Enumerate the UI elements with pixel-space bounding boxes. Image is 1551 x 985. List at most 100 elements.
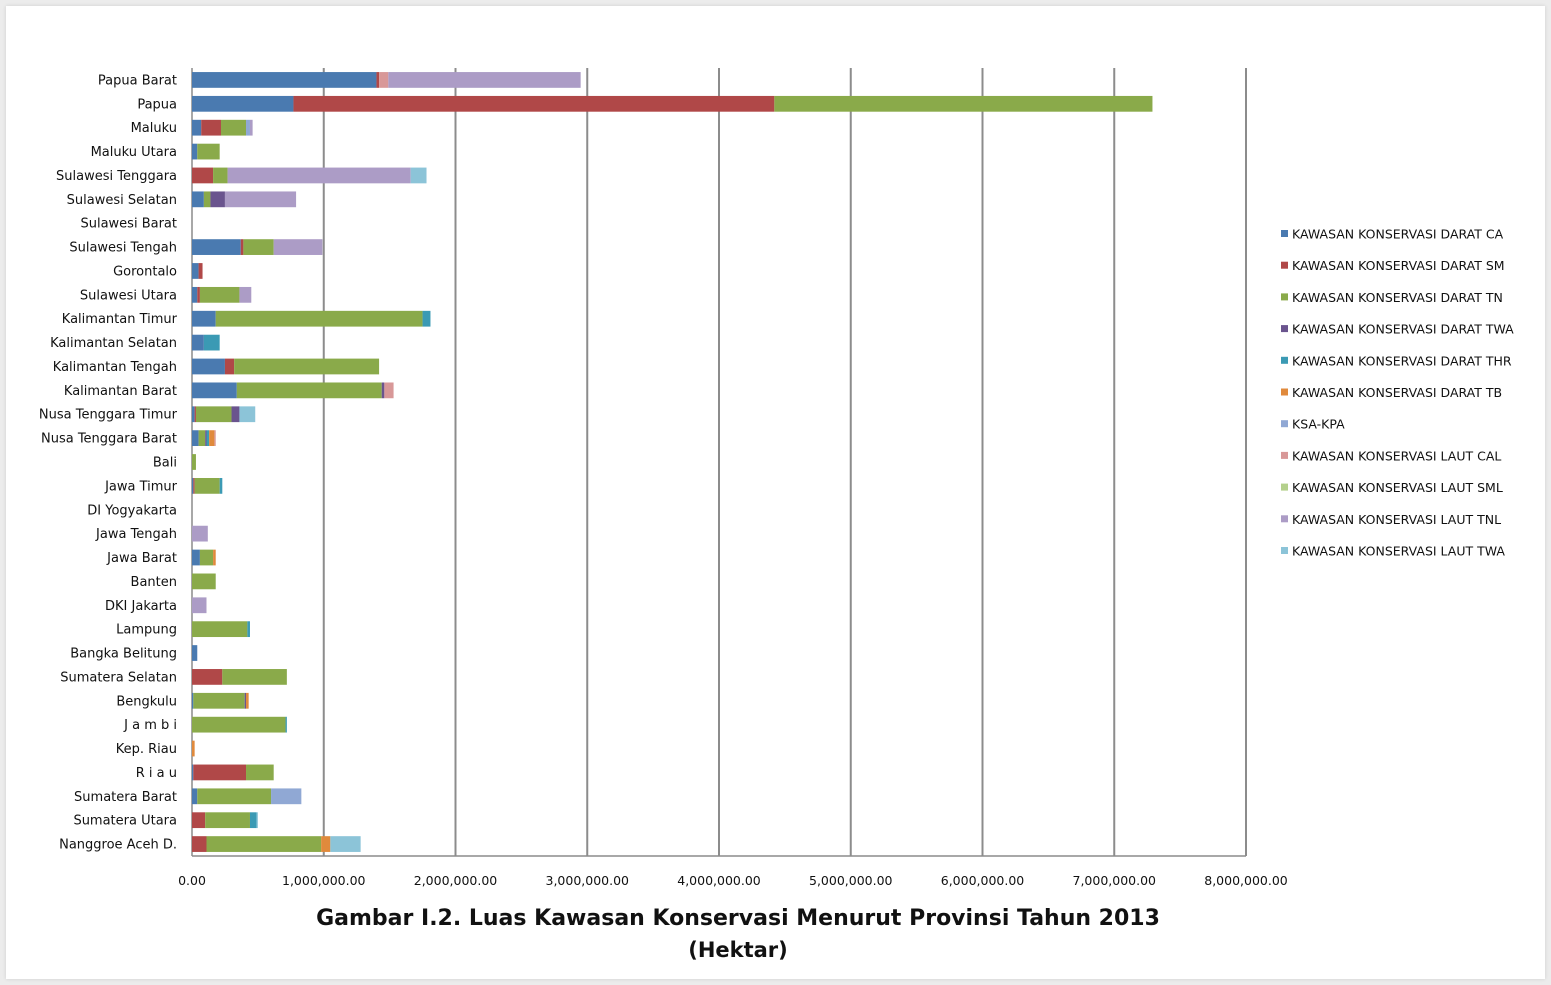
bar-segment: [249, 812, 257, 829]
category-label: Kalimantan Timur: [62, 312, 178, 327]
bar-segment: [231, 406, 240, 423]
bar-segment: [271, 788, 302, 805]
bar-segment: [243, 239, 274, 255]
bar-segment: [210, 191, 225, 208]
category-label: Nusa Tenggara Timur: [39, 408, 178, 423]
legend-label: KAWASAN KONSERVASI DARAT CA: [1292, 227, 1504, 242]
bar-segment: [214, 430, 216, 447]
legend-label: KAWASAN KONSERVASI DARAT TN: [1292, 290, 1503, 305]
x-tick-label: 0.00: [178, 873, 206, 888]
bar-segment: [192, 382, 237, 399]
bar-segment: [239, 286, 252, 303]
category-label: R i a u: [136, 766, 177, 781]
legend-label: KAWASAN KONSERVASI LAUT SML: [1292, 480, 1503, 495]
bar-segment: [206, 836, 322, 852]
bar-segment: [197, 286, 200, 303]
bar-segment: [240, 239, 244, 255]
bar-segment: [192, 286, 198, 303]
category-label: Jawa Tengah: [95, 527, 177, 542]
legend-swatch: [1281, 261, 1288, 269]
bar-segment: [192, 430, 199, 447]
legend-swatch: [1281, 515, 1288, 523]
bar-segment: [197, 143, 220, 160]
bar-segment: [234, 358, 380, 375]
legend-swatch: [1281, 388, 1288, 396]
x-tick-label: 3,000,000.00: [546, 873, 630, 888]
category-label: DKI Jakarta: [105, 599, 177, 614]
bar-segment: [236, 382, 382, 399]
legend-swatch: [1281, 451, 1288, 459]
bar-segment: [206, 430, 210, 447]
category-label: Maluku Utara: [91, 145, 177, 160]
category-label: Sumatera Utara: [73, 814, 177, 829]
category-label: DI Yogyakarta: [87, 503, 177, 518]
bar-segment: [192, 812, 206, 829]
bar-segment: [193, 477, 195, 494]
bar-segment: [192, 167, 214, 184]
bar-segment: [209, 430, 215, 447]
bar-segment: [192, 645, 198, 661]
bar-segment: [422, 310, 431, 327]
bar-segment: [213, 549, 216, 566]
bar-segment: [321, 836, 331, 852]
x-tick-label: 1,000,000.00: [282, 873, 366, 888]
bar-segment: [220, 119, 247, 136]
category-label: J a m b i: [123, 718, 177, 733]
category-label: Sulawesi Tengah: [69, 241, 177, 256]
legend-label: KSA-KPA: [1292, 417, 1345, 432]
category-label: Jawa Timur: [104, 479, 178, 494]
bar-segment: [201, 119, 221, 136]
category-label: Kep. Riau: [116, 742, 177, 757]
bar-segment: [249, 119, 253, 136]
bar-segment: [192, 669, 223, 685]
legend-swatch: [1281, 356, 1288, 364]
bar-segment: [246, 764, 274, 781]
category-label: Sulawesi Utara: [80, 288, 177, 303]
legend-swatch: [1281, 230, 1288, 237]
bar-segment: [205, 430, 207, 447]
bar-segment: [192, 310, 216, 327]
bar-segment: [205, 812, 250, 829]
category-label: Maluku: [131, 121, 177, 136]
bar-segment: [410, 167, 427, 184]
bar-segment: [381, 382, 385, 399]
bar-segment: [192, 72, 377, 88]
bar-segment: [192, 573, 216, 590]
bar-segment: [192, 454, 196, 470]
x-tick-label: 6,000,000.00: [941, 873, 1025, 888]
bar-segment: [379, 72, 389, 88]
bar-segment: [192, 119, 202, 136]
bar-segment: [192, 716, 286, 733]
category-label: Lampung: [116, 623, 177, 638]
bar-segment: [197, 788, 272, 805]
bar-segment: [273, 239, 323, 255]
category-label: Jawa Barat: [106, 551, 177, 566]
bar-segment: [285, 716, 287, 733]
bar-segment: [222, 669, 287, 685]
category-label: Nanggroe Aceh D.: [59, 838, 177, 853]
bar-segment: [203, 191, 211, 208]
chart-caption-title: Gambar I.2. Luas Kawasan Konservasi Menu…: [316, 906, 1160, 931]
bar-segment: [246, 119, 250, 136]
bar-segment: [219, 477, 223, 494]
bar-segment: [293, 95, 775, 112]
bar-segment: [194, 477, 220, 494]
bar-segment: [192, 358, 225, 375]
bar-segment: [376, 72, 380, 88]
legend-label: KAWASAN KONSERVASI LAUT CAL: [1292, 448, 1501, 463]
category-label: Gorontalo: [113, 264, 177, 279]
bar-segment: [215, 310, 423, 327]
x-tick-label: 8,000,000.00: [1204, 873, 1288, 888]
bar-segment: [194, 406, 196, 423]
bar-segment: [192, 764, 194, 781]
legend-label: KAWASAN KONSERVASI LAUT TWA: [1292, 544, 1505, 559]
category-label: Banten: [131, 575, 177, 590]
bar-segment: [193, 692, 245, 709]
x-tick-label: 4,000,000.00: [677, 873, 761, 888]
bar-segment: [192, 239, 241, 255]
bar-segment: [199, 286, 240, 303]
category-label: Sulawesi Barat: [80, 217, 177, 232]
bar-segment: [244, 692, 247, 709]
category-label: Kalimantan Selatan: [50, 336, 177, 351]
